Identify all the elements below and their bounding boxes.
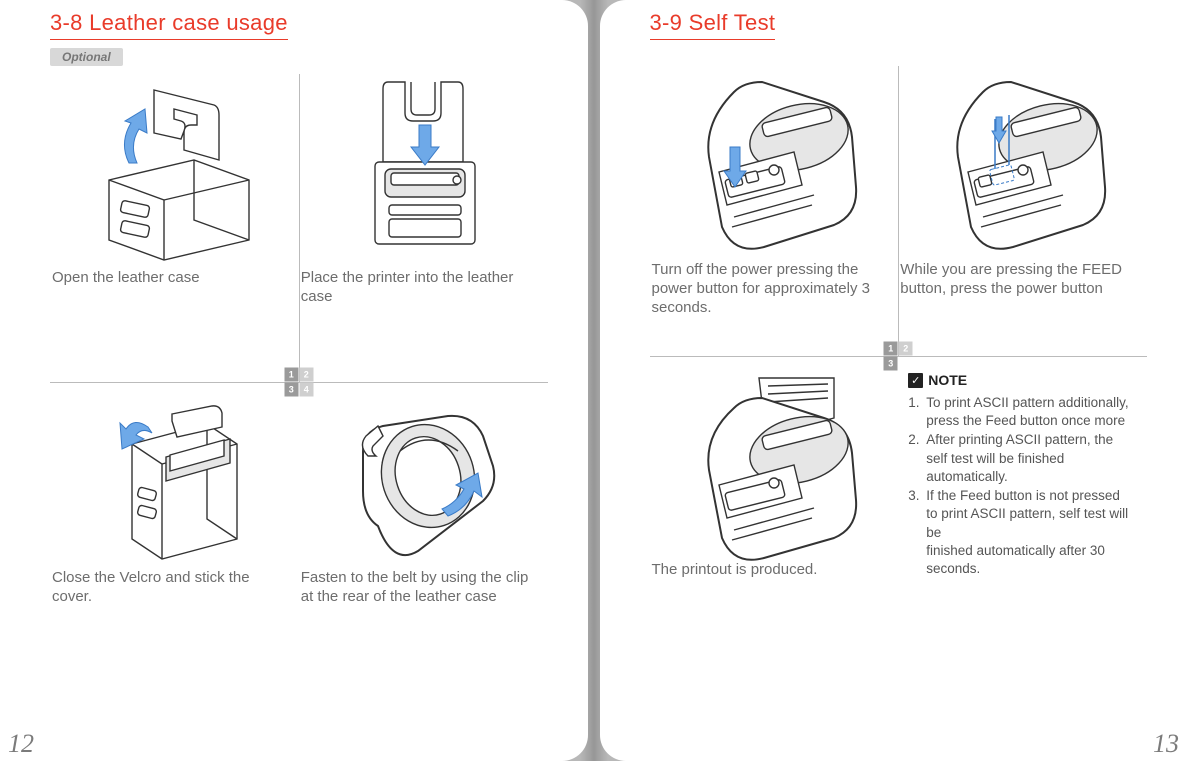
illustration-printer-feed — [898, 66, 1147, 261]
note-item-2: 2. After printing ASCII pattern, the sel… — [908, 431, 1145, 486]
page-number-right: 13 — [1153, 729, 1179, 759]
selftest-step-1-panel: Turn off the power pressing the power bu… — [650, 66, 899, 346]
illustration-fasten-belt — [299, 394, 548, 569]
illustration-close-velcro — [50, 394, 299, 569]
illustration-open-case — [50, 74, 299, 269]
step-4-caption: Fasten to the belt by using the clip at … — [299, 569, 548, 607]
note-title: NOTE — [928, 372, 967, 388]
note-panel: ✓ NOTE 1. To print ASCII pattern additio… — [898, 366, 1147, 646]
manual-spread: 3-8 Leather case usage Optional 1 2 3 4 — [0, 0, 1187, 761]
selftest-step-3-panel: The printout is produced. — [650, 366, 899, 646]
page-number-left: 12 — [8, 729, 34, 759]
step-1-panel: Open the leather case — [50, 74, 299, 374]
step-3-panel: Close the Velcro and stick the cover. — [50, 394, 299, 654]
note-header: ✓ NOTE — [908, 372, 1145, 388]
selftest-step-1-caption: Turn off the power pressing the power bu… — [650, 261, 899, 317]
step-2-panel: Place the printer into the leather case — [299, 74, 548, 374]
page-right: 3-9 Self Test 1 2 3 — [600, 0, 1187, 761]
illustration-place-printer — [299, 74, 548, 269]
note-list: 1. To print ASCII pattern additionally, … — [908, 394, 1145, 578]
step-4-panel: Fasten to the belt by using the clip at … — [299, 394, 548, 654]
self-test-grid: 1 2 3 — [650, 66, 1148, 666]
optional-badge: Optional — [50, 48, 123, 66]
section-title-right: 3-9 Self Test — [650, 10, 776, 40]
note-item-3: 3. If the Feed button is not pressed to … — [908, 487, 1145, 578]
step-2-caption: Place the printer into the leather case — [299, 269, 548, 307]
page-left: 3-8 Leather case usage Optional 1 2 3 4 — [0, 0, 588, 761]
selftest-step-3-caption: The printout is produced. — [650, 561, 899, 580]
note-item-1: 1. To print ASCII pattern additionally, … — [908, 394, 1145, 430]
illustration-printer-poweroff — [650, 66, 899, 261]
check-icon: ✓ — [908, 373, 923, 388]
step-1-caption: Open the leather case — [50, 269, 299, 288]
leather-case-grid: 1 2 3 4 — [50, 74, 548, 664]
selftest-step-2-caption: While you are pressing the FEED button, … — [898, 261, 1147, 299]
selftest-step-2-panel: While you are pressing the FEED button, … — [898, 66, 1147, 346]
illustration-printer-printout — [650, 366, 899, 561]
section-title-left: 3-8 Leather case usage — [50, 10, 288, 40]
step-3-caption: Close the Velcro and stick the cover. — [50, 569, 299, 607]
